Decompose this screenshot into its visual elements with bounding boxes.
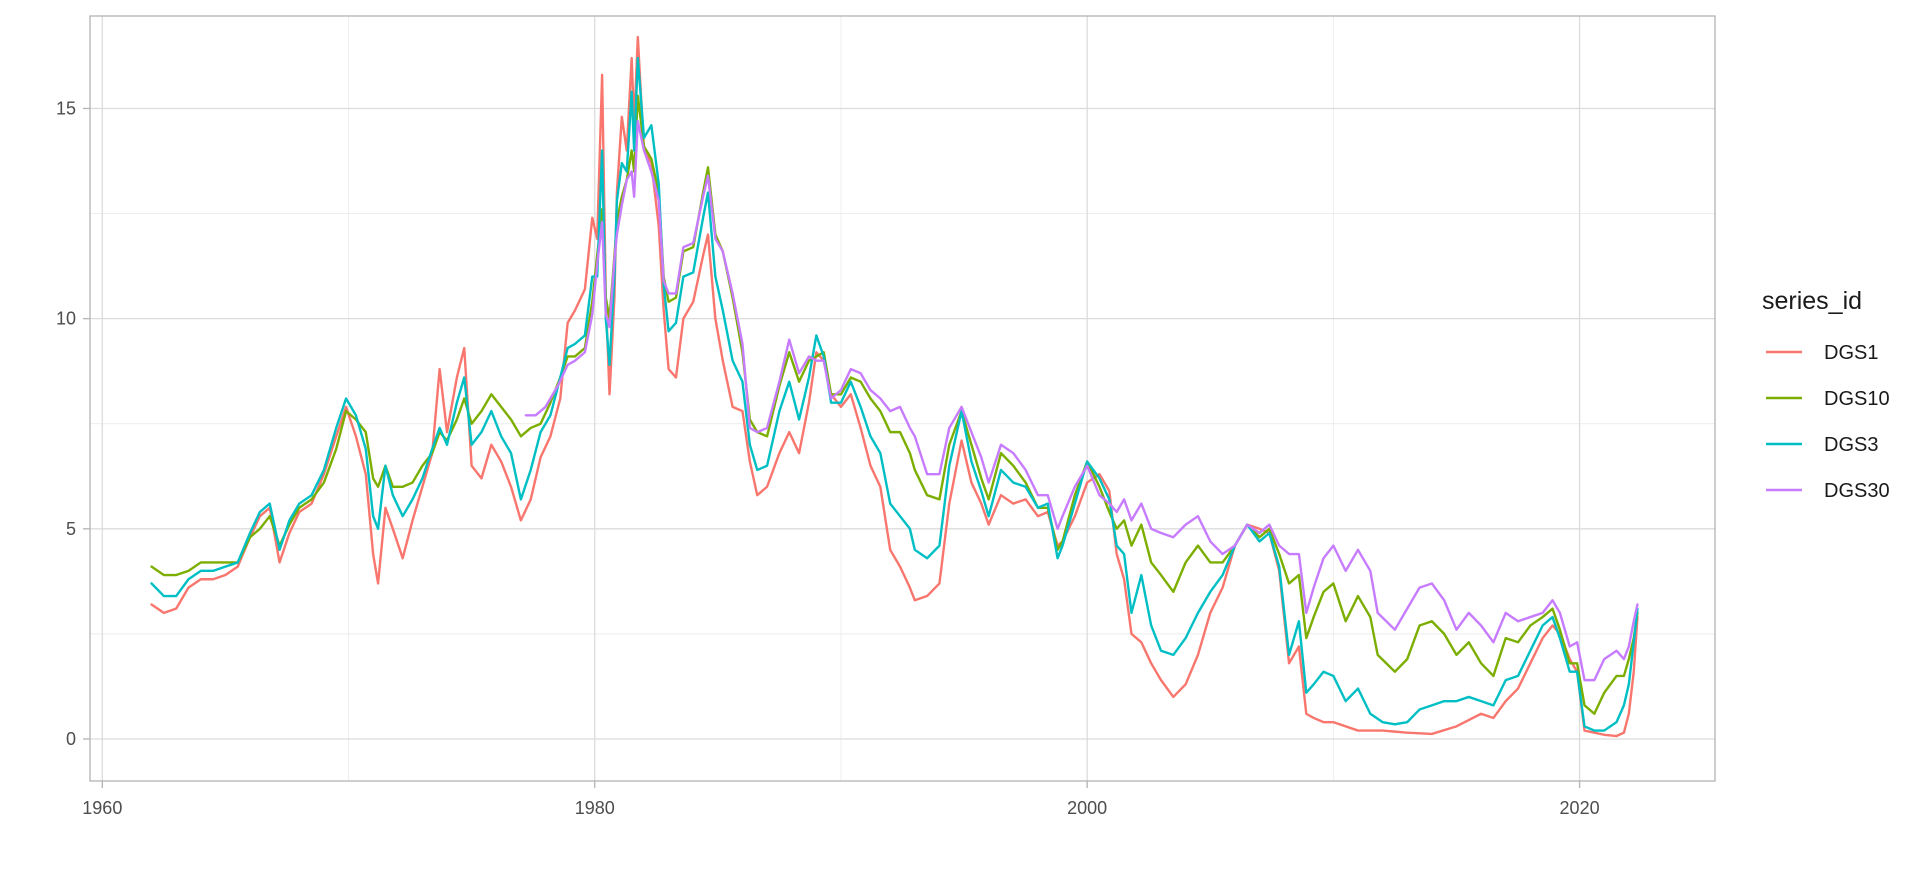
legend-item-dgs3: DGS3 xyxy=(1766,434,1878,456)
x-tick-label: 2020 xyxy=(1560,798,1600,818)
legend: series_id DGS1 DGS10 DGS3 DGS30 xyxy=(1762,287,1890,502)
legend-label: DGS3 xyxy=(1824,434,1878,456)
legend-label: DGS30 xyxy=(1824,480,1890,502)
series-line-dgs3 xyxy=(150,56,1639,732)
x-tick-label: 2000 xyxy=(1067,798,1107,818)
series-line-dgs1 xyxy=(150,35,1639,738)
x-tick-label: 1960 xyxy=(82,798,122,818)
y-tick-label: 0 xyxy=(66,729,76,749)
legend-item-dgs1: DGS1 xyxy=(1766,342,1878,364)
y-axis-tick-labels: 0 5 10 15 xyxy=(56,98,76,748)
legend-title: series_id xyxy=(1762,287,1862,315)
legend-label: DGS10 xyxy=(1824,388,1890,410)
x-axis-tick-labels: 1960 1980 2000 2020 xyxy=(82,798,1599,818)
series-lines xyxy=(150,35,1639,738)
axis-ticks xyxy=(83,107,1581,788)
legend-item-dgs10: DGS10 xyxy=(1766,388,1890,410)
y-tick-label: 15 xyxy=(56,98,76,118)
legend-item-dgs30: DGS30 xyxy=(1766,480,1890,502)
series-line-dgs10 xyxy=(150,94,1639,715)
legend-items: DGS1 DGS10 DGS3 DGS30 xyxy=(1766,342,1890,502)
series-line-dgs30 xyxy=(524,119,1639,682)
x-tick-label: 1980 xyxy=(575,798,615,818)
y-tick-label: 10 xyxy=(56,309,76,329)
legend-label: DGS1 xyxy=(1824,342,1878,364)
y-tick-label: 5 xyxy=(66,519,76,539)
plot-panel-border xyxy=(89,15,1716,782)
